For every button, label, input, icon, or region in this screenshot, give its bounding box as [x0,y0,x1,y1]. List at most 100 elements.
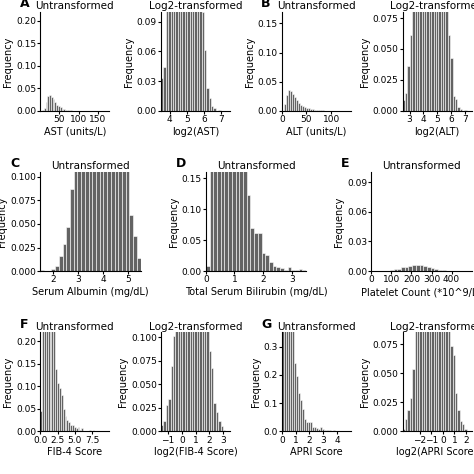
Bar [190,0,192,431]
Bar [118,11,122,271]
Bar [333,429,335,431]
Bar [434,0,436,431]
Bar [412,265,416,271]
Bar [443,135,446,431]
Bar [292,331,294,431]
Bar [443,0,446,111]
Bar [284,104,286,111]
Text: D: D [176,157,186,170]
Text: G: G [261,318,272,330]
Bar [453,96,455,111]
Bar [122,97,126,271]
Bar [55,266,59,271]
Bar [209,351,211,431]
Bar [182,33,185,431]
Bar [300,105,302,111]
Bar [42,255,44,431]
Bar [92,0,96,271]
Y-axis label: Frequency: Frequency [169,196,179,247]
X-axis label: Serum Albumin (mg/dL): Serum Albumin (mg/dL) [32,287,149,297]
Bar [190,0,192,111]
Bar [390,270,393,271]
Bar [60,108,62,111]
Bar [457,410,460,431]
Bar [294,97,296,111]
Bar [288,91,290,111]
Bar [228,0,232,271]
Bar [269,262,273,271]
Y-axis label: Frequency: Frequency [124,36,134,87]
Y-axis label: Frequency: Frequency [118,356,128,407]
Bar [77,58,81,271]
Bar [236,31,239,271]
Bar [448,275,450,431]
Bar [308,109,310,111]
Bar [410,398,412,431]
Bar [300,400,302,431]
Bar [96,0,100,271]
Bar [217,0,221,271]
Bar [423,266,427,271]
Bar [74,141,77,271]
Bar [402,100,405,111]
Bar [115,0,118,271]
Bar [48,202,50,431]
X-axis label: APRI Score: APRI Score [290,447,343,457]
Bar [328,430,330,431]
Bar [465,110,467,111]
Bar [50,250,52,431]
Bar [431,268,435,271]
Bar [199,0,201,111]
Bar [335,430,337,431]
X-axis label: log2(AST): log2(AST) [172,127,219,137]
Bar [310,422,312,431]
Bar [178,184,180,431]
Bar [319,110,320,111]
Y-axis label: Frequency: Frequency [245,36,255,87]
Bar [292,94,294,111]
Bar [61,395,63,431]
Bar [453,355,455,431]
Bar [427,0,429,431]
Bar [276,267,280,271]
Bar [288,267,291,271]
Bar [180,0,182,111]
Bar [89,0,92,271]
Bar [55,369,57,431]
Bar [232,0,236,271]
Bar [310,109,312,111]
Bar [53,99,55,111]
Bar [427,0,429,111]
Bar [175,0,178,111]
Bar [319,429,320,431]
Bar [171,0,173,111]
Bar [211,106,213,111]
Bar [397,269,401,271]
Bar [239,96,243,271]
Bar [70,189,74,271]
Bar [448,36,450,111]
Bar [66,420,68,431]
Bar [316,428,319,431]
Bar [419,196,422,431]
Bar [201,164,204,431]
Bar [85,430,87,431]
Bar [58,106,60,111]
Title: Untransformed: Untransformed [277,1,356,11]
Y-axis label: Frequency: Frequency [0,196,8,247]
Bar [76,428,78,431]
Bar [405,419,407,431]
Bar [442,270,446,271]
Bar [182,0,185,111]
Bar [218,421,220,431]
Bar [304,108,306,111]
Bar [40,270,44,271]
Bar [431,0,434,431]
Y-axis label: Frequency: Frequency [334,196,344,247]
X-axis label: log2(FIB-4 Score): log2(FIB-4 Score) [154,447,237,457]
Bar [243,155,246,271]
Bar [441,0,443,111]
Bar [197,0,199,111]
Bar [96,430,98,431]
Bar [52,312,54,431]
